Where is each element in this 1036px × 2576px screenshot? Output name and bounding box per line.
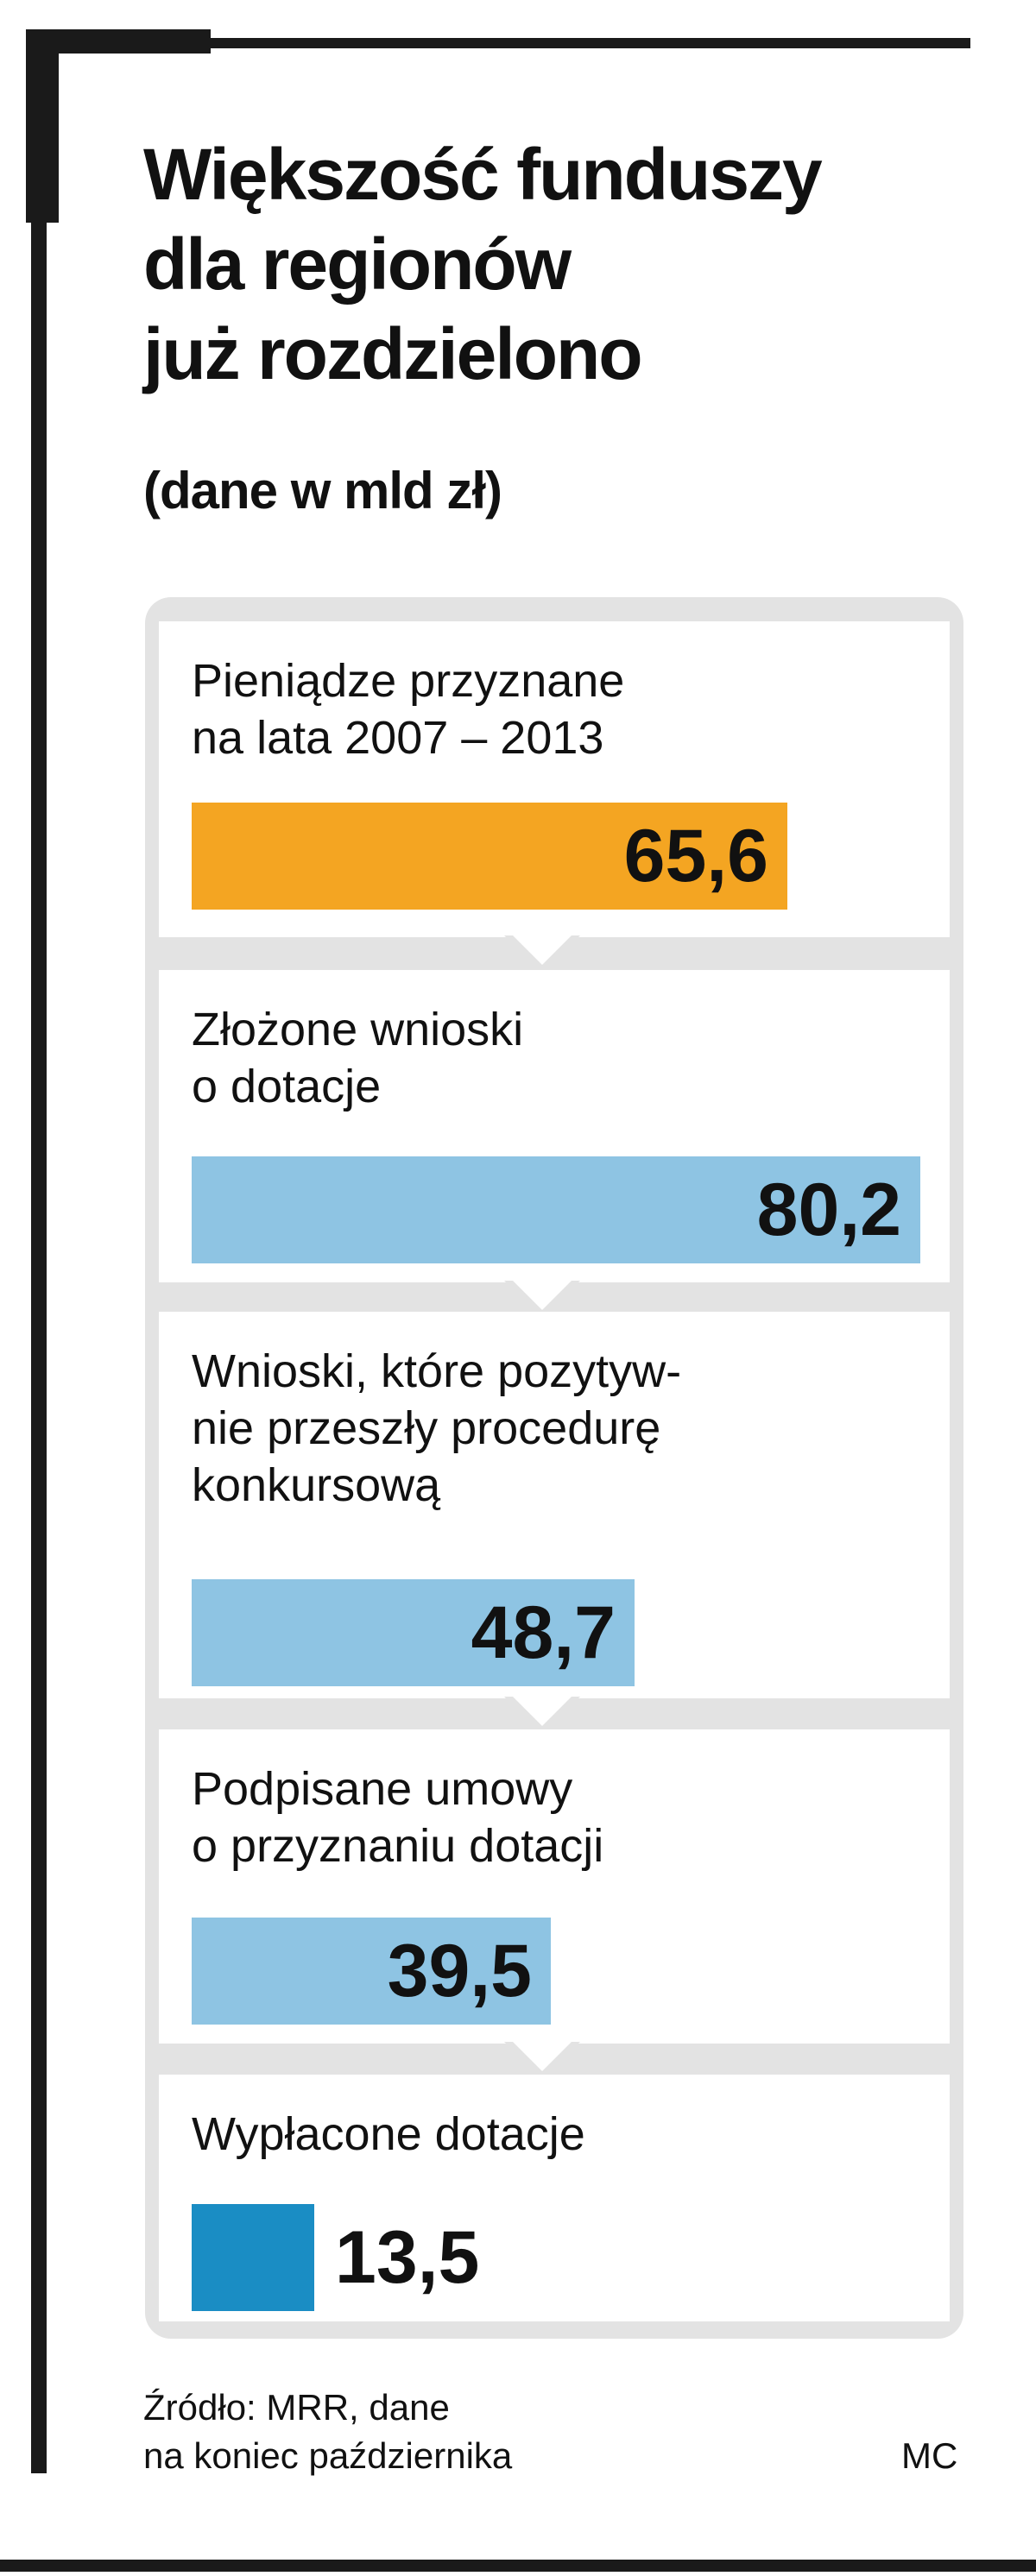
bar-card: Wypłacone dotacje 13,5: [159, 2075, 950, 2321]
bar-value-label: 48,7: [471, 1591, 616, 1674]
bar-card: Wnioski, które pozytyw-nie przeszły proc…: [159, 1312, 950, 1698]
category-label: Wypłacone dotacje: [192, 2108, 585, 2160]
category-label: o przyznaniu dotacji: [192, 1820, 604, 1872]
source-line: na koniec października: [143, 2435, 513, 2476]
category-label: nie przeszły procedurę: [192, 1402, 661, 1454]
category-label: Podpisane umowy: [192, 1763, 573, 1815]
chart-title-line: Większość funduszy: [143, 134, 823, 215]
source-line: Źródło: MRR, dane: [143, 2387, 450, 2428]
category-label: o dotacje: [192, 1061, 382, 1112]
bar: [192, 2204, 314, 2311]
bar-card: Pieniądze przyznane na lata 2007 – 2013 65…: [159, 621, 950, 937]
bar-value-label: 80,2: [756, 1168, 901, 1251]
card-connector-notch-inner: [513, 2042, 572, 2071]
bar-card: Złożone wnioski o dotacje 80,2: [159, 970, 950, 1282]
bar-card: Podpisane umowy o przyznaniu dotacji 39,5: [159, 1729, 950, 2044]
chart-title: Większość funduszy dla regionów już rozd…: [143, 129, 972, 399]
bar-value-label: 39,5: [387, 1930, 532, 2012]
bar: 65,6: [192, 803, 787, 910]
category-label: Złożone wnioski: [192, 1004, 524, 1055]
bar-value-label: 13,5: [335, 2216, 480, 2299]
category-label: konkursową: [192, 1459, 441, 1511]
chart-title-line: już rozdzielono: [143, 313, 643, 394]
category-label: na lata 2007 – 2013: [192, 712, 604, 764]
category-label: Wnioski, które pozytyw-: [192, 1345, 682, 1397]
chart-subtitle: (dane w mld zł): [143, 462, 502, 520]
bar: 48,7: [192, 1579, 635, 1686]
category-label: Pieniądze przyznane: [192, 655, 625, 707]
source-note: Źródło: MRR, dane na koniec października: [143, 2384, 512, 2480]
chart-title-line: dla regionów: [143, 224, 572, 305]
card-connector-notch-inner: [513, 1281, 572, 1310]
bar-value-label: 65,6: [623, 815, 768, 898]
bar: 39,5: [192, 1918, 551, 2025]
frame-left-accent: [26, 29, 59, 223]
frame-bottom-rule: [0, 2560, 1036, 2572]
frame-left-rule: [31, 29, 47, 2473]
bar: 80,2: [192, 1156, 920, 1263]
card-connector-notch-inner: [513, 935, 572, 965]
frame-top-rule: [26, 38, 970, 48]
author-credit: MC: [901, 2435, 958, 2476]
card-connector-notch-inner: [513, 1697, 572, 1726]
